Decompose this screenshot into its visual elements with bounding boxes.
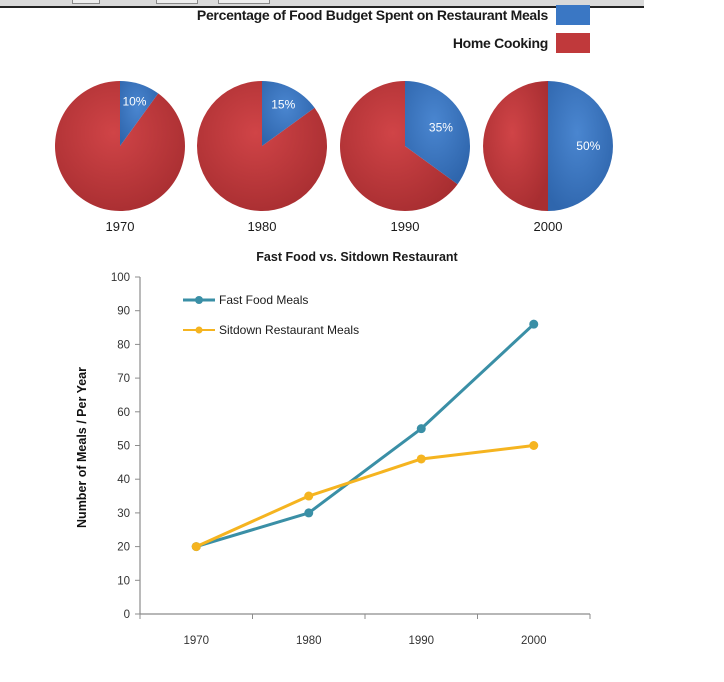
- pie-legend-restaurant-swatch: [556, 5, 590, 25]
- toolbar-slot: [72, 0, 100, 4]
- series-line-1: [195, 444, 534, 548]
- x-tick-label: 1970: [183, 635, 209, 647]
- y-tick-label: 90: [117, 306, 130, 318]
- pie-year-label-1990: 1990: [391, 219, 420, 234]
- legend-label-0: Fast Food Meals: [219, 293, 308, 307]
- y-tick-label: 70: [117, 373, 130, 385]
- y-tick-label: 20: [117, 542, 130, 554]
- data-point-1-1980: [304, 491, 314, 501]
- pie-slice-restaurant-1990: [405, 81, 470, 185]
- series-line-0: [195, 323, 535, 549]
- window-top-bar: [0, 0, 644, 8]
- pie-slice-restaurant-1980: [262, 81, 315, 146]
- data-point-0-1980: [304, 508, 314, 518]
- pie-year-label-1980: 1980: [248, 219, 277, 234]
- x-tick-label: 2000: [521, 635, 547, 647]
- pie-legend-restaurant-label: Percentage of Food Budget Spent on Resta…: [196, 7, 548, 23]
- line-chart-title: Fast Food vs. Sitdown Restaurant: [256, 250, 458, 264]
- pie-legend-home-swatch: [556, 33, 590, 53]
- pie-slice-home-1990: [340, 81, 458, 211]
- pie-data-label-2000: 50%: [576, 139, 600, 153]
- toolbar-slot: [156, 0, 198, 4]
- pie-data-label-1990: 35%: [429, 121, 453, 135]
- y-tick-label: 0: [124, 609, 130, 621]
- pie-slice-restaurant-2000: [548, 81, 613, 211]
- y-tick-label: 10: [117, 575, 130, 587]
- y-tick-label: 40: [117, 474, 130, 486]
- data-point-1-1990: [416, 454, 426, 464]
- data-point-1-1970: [191, 542, 201, 552]
- pie-legend-home-label: Home Cooking: [452, 35, 548, 51]
- y-tick-label: 60: [117, 407, 130, 419]
- pie-legend-home: Home Cooking: [453, 33, 590, 53]
- pie-year-label-1970: 1970: [106, 219, 135, 234]
- pie-slice-home-1970: [54, 81, 185, 211]
- pie-slice-restaurant-1970: [120, 81, 159, 146]
- pie-slice-home-2000: [483, 81, 548, 211]
- x-tick-label: 1990: [408, 635, 434, 647]
- toolbar-slot: [218, 0, 270, 4]
- data-point-1-2000: [529, 441, 539, 450]
- legend-marker-0: [195, 296, 203, 304]
- x-tick-label: 1980: [296, 635, 322, 647]
- pie-data-label-1970: 10%: [122, 94, 146, 108]
- pie-legend-restaurant: Percentage of Food Budget Spent on Resta…: [197, 5, 590, 25]
- data-point-0-2000: [529, 319, 539, 329]
- pie-charts: 10% 1970 15% 1980 35% 1990 50% 2000: [54, 81, 613, 234]
- y-tick-label: 50: [117, 441, 130, 453]
- y-tick-label: 100: [111, 272, 130, 284]
- data-point-0-1990: [416, 424, 426, 434]
- pie-data-label-1980: 15%: [271, 97, 295, 111]
- legend-label-1: Sitdown Restaurant Meals: [219, 323, 359, 337]
- y-tick-label: 80: [117, 339, 130, 351]
- line-chart: Fast Food vs. Sitdown Restaurant 0 10 20 30 4…: [75, 250, 591, 647]
- pie-year-label-2000: 2000: [534, 219, 563, 234]
- y-tick-label: 30: [117, 508, 130, 520]
- y-axis-label: Number of Meals / Per Year: [75, 367, 89, 528]
- legend-marker-1: [195, 326, 203, 334]
